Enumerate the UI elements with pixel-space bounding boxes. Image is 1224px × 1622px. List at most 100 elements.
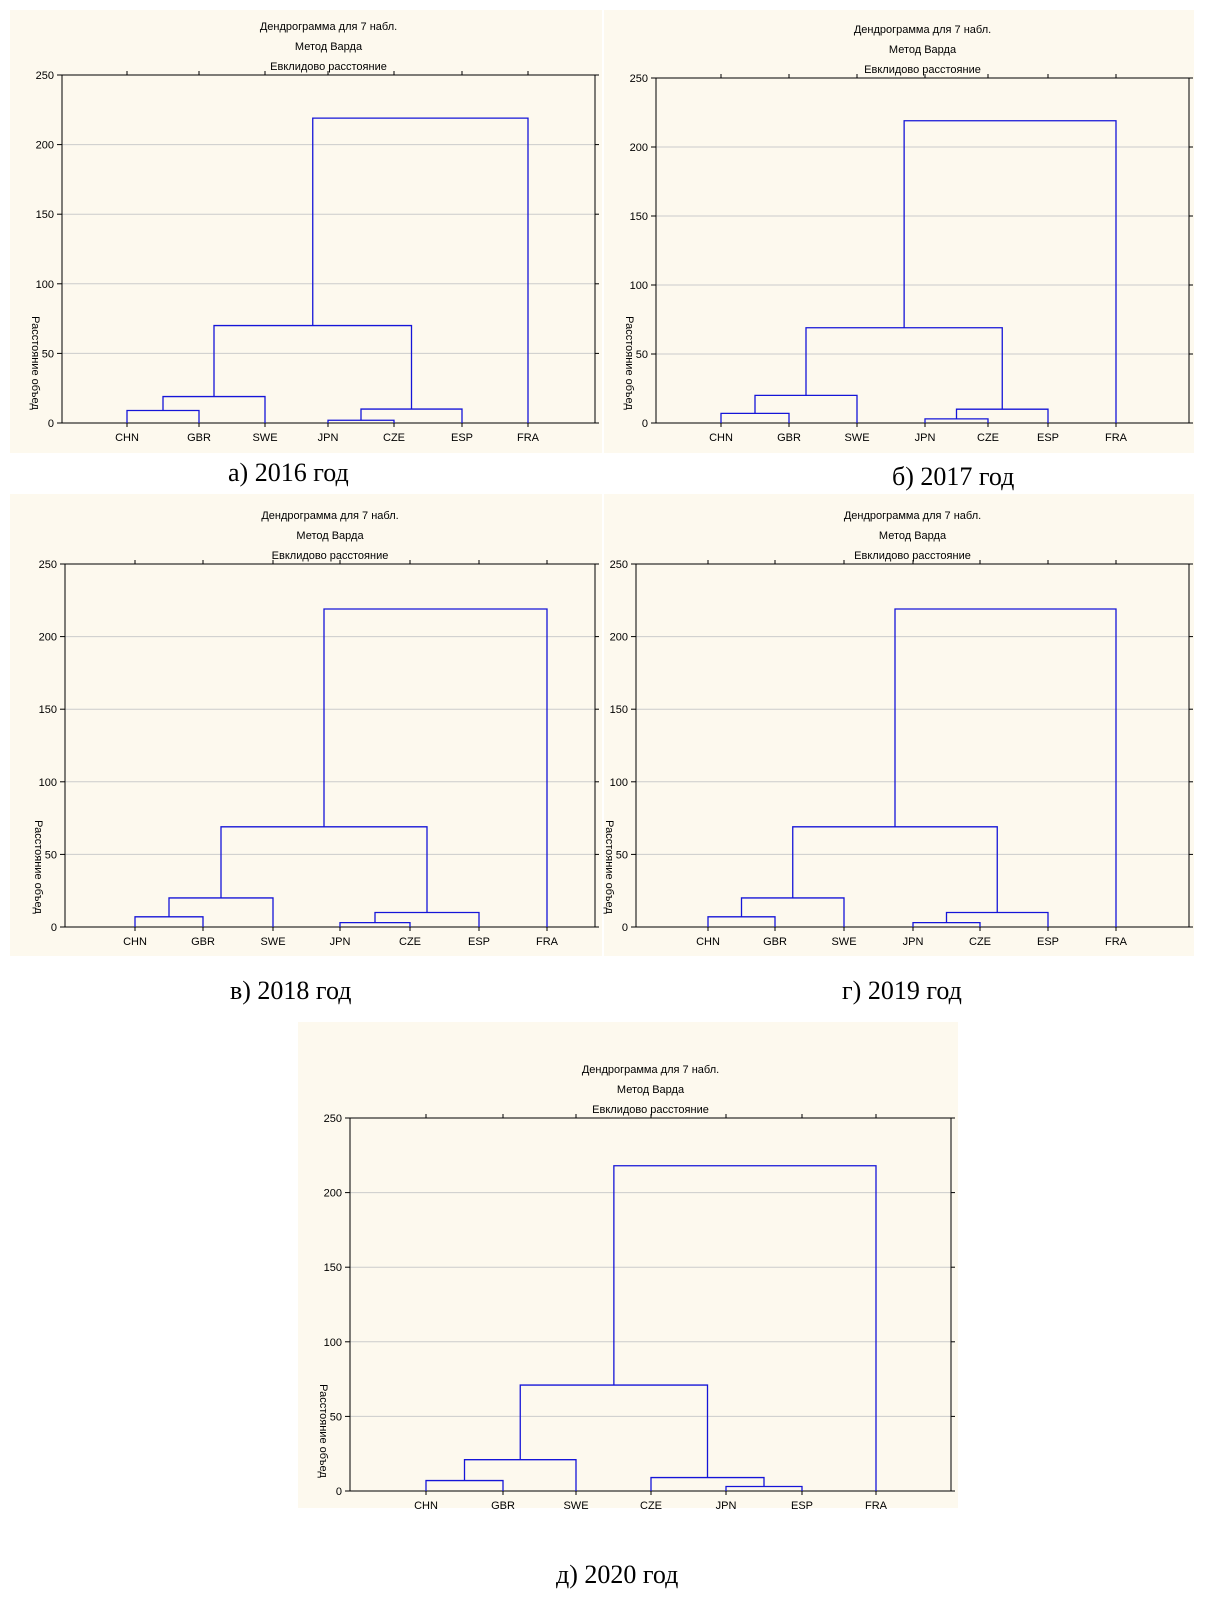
dendrogram-e: Дендрограмма для 7 набл. Метод Варда Евкли…	[317, 1064, 955, 1512]
merge-link-6	[312, 117, 529, 423]
caption-d: г) 2019 год	[842, 976, 962, 1005]
plot-frame	[64, 563, 596, 928]
plot-frame	[655, 77, 1190, 424]
merge-link-5	[220, 826, 428, 913]
chart-title-line: Метод Варда	[617, 1084, 685, 1096]
y-tick-label: 250	[36, 70, 54, 82]
leaf-label-swe: SWE	[831, 936, 856, 948]
merge-link-6	[613, 1165, 877, 1491]
leaf-label-fra: FRA	[517, 432, 540, 444]
leaf-label-gbr: GBR	[763, 936, 787, 948]
leaf-label-jpn: JPN	[318, 432, 339, 444]
y-tick-label: 200	[39, 632, 57, 644]
chart-title-line: Дендрограмма для 7 набл.	[261, 510, 398, 522]
merge-link-1	[720, 412, 790, 423]
merge-link-3	[360, 408, 463, 423]
chart-title-line: Дендрограмма для 7 набл.	[854, 24, 991, 36]
merge-link-3	[955, 408, 1049, 423]
chart-title-line: Дендрограмма для 7 набл.	[582, 1064, 719, 1076]
y-tick-label: 200	[36, 140, 54, 152]
y-axis-label: Расстояние объед	[603, 820, 615, 914]
y-tick-label: 200	[630, 142, 648, 154]
leaf-label-swe: SWE	[844, 432, 869, 444]
leaf-label-esp: ESP	[1037, 432, 1059, 444]
y-tick-label: 150	[39, 704, 57, 716]
merge-link-4	[740, 897, 845, 927]
leaf-label-fra: FRA	[865, 1500, 888, 1512]
y-tick-label: 100	[324, 1337, 342, 1349]
leaf-label-chn: CHN	[414, 1500, 438, 1512]
leaf-label-fra: FRA	[1105, 936, 1128, 948]
leaf-label-cze: CZE	[977, 432, 999, 444]
y-tick-label: 0	[51, 922, 57, 934]
y-tick-label: 50	[45, 849, 57, 861]
merge-link-5	[792, 826, 998, 913]
y-tick-label: 100	[610, 777, 628, 789]
plot-frame	[61, 74, 596, 424]
y-tick-label: 50	[330, 1411, 342, 1423]
y-axis-label: Расстояние объед	[317, 1384, 329, 1478]
caption-e: д) 2020 год	[556, 1560, 679, 1589]
y-tick-label: 200	[610, 632, 628, 644]
leaf-label-swe: SWE	[563, 1500, 588, 1512]
merge-link-2	[725, 1485, 803, 1491]
leaf-label-chn: CHN	[709, 432, 733, 444]
y-tick-label: 150	[610, 704, 628, 716]
merge-link-1	[425, 1479, 504, 1491]
leaf-label-jpn: JPN	[903, 936, 924, 948]
merge-link-5	[805, 327, 1003, 410]
chart-title-line: Метод Варда	[296, 530, 364, 542]
caption-b: б) 2017 год	[892, 462, 1015, 491]
leaf-label-esp: ESP	[468, 936, 490, 948]
y-tick-label: 250	[630, 73, 648, 85]
leaf-label-esp: ESP	[791, 1500, 813, 1512]
y-tick-label: 150	[36, 209, 54, 221]
chart-title-line: Евклидово расстояние	[270, 61, 387, 73]
leaf-label-swe: SWE	[252, 432, 277, 444]
leaf-label-chn: CHN	[115, 432, 139, 444]
chart-title-line: Дендрограмма для 7 набл.	[260, 21, 397, 33]
merge-link-4	[168, 897, 274, 927]
chart-title-line: Метод Варда	[879, 530, 947, 542]
leaf-label-gbr: GBR	[191, 936, 215, 948]
y-tick-label: 250	[39, 559, 57, 571]
leaf-label-jpn: JPN	[330, 936, 351, 948]
merge-link-6	[323, 608, 548, 927]
merge-link-6	[894, 608, 1117, 927]
chart-panel-c: Дендрограмма для 7 набл. Метод Варда Евкли…	[10, 494, 602, 956]
merge-link-2	[924, 418, 989, 423]
leaf-label-chn: CHN	[696, 936, 720, 948]
y-tick-label: 150	[324, 1262, 342, 1274]
y-tick-label: 0	[48, 418, 54, 430]
merge-link-5	[519, 1384, 709, 1478]
dendrogram-d: Дендрограмма для 7 набл. Метод Варда Евкли…	[603, 510, 1193, 948]
y-tick-label: 100	[630, 280, 648, 292]
chart-title-line: Метод Варда	[889, 44, 957, 56]
merge-link-4	[754, 394, 858, 423]
leaf-label-cze: CZE	[383, 432, 405, 444]
y-tick-label: 0	[622, 922, 628, 934]
dendrogram-b: Дендрограмма для 7 набл. Метод Варда Евкли…	[623, 24, 1193, 444]
y-tick-label: 200	[324, 1188, 342, 1200]
y-axis-label: Расстояние объед	[29, 316, 41, 410]
y-tick-label: 0	[642, 418, 648, 430]
chart-title-line: Евклидово расстояние	[272, 550, 389, 562]
y-tick-label: 50	[42, 348, 54, 360]
leaf-label-jpn: JPN	[716, 1500, 737, 1512]
merge-link-2	[912, 921, 981, 927]
chart-panel-a: Дендрограмма для 7 набл. Метод Варда Евкли…	[10, 10, 602, 453]
merge-link-2	[339, 921, 411, 927]
y-tick-label: 250	[610, 559, 628, 571]
leaf-label-esp: ESP	[451, 432, 473, 444]
leaf-label-swe: SWE	[260, 936, 285, 948]
leaf-label-jpn: JPN	[915, 432, 936, 444]
merge-link-1	[707, 916, 776, 927]
y-tick-label: 150	[630, 211, 648, 223]
chart-panel-b: Дендрограмма для 7 набл. Метод Варда Евкли…	[604, 10, 1194, 453]
merge-link-1	[126, 409, 200, 423]
merge-link-3	[650, 1476, 765, 1491]
merge-link-1	[134, 916, 204, 927]
chart-title-line: Евклидово расстояние	[854, 550, 971, 562]
chart-title-line: Метод Варда	[295, 41, 363, 53]
leaf-label-cze: CZE	[969, 936, 991, 948]
